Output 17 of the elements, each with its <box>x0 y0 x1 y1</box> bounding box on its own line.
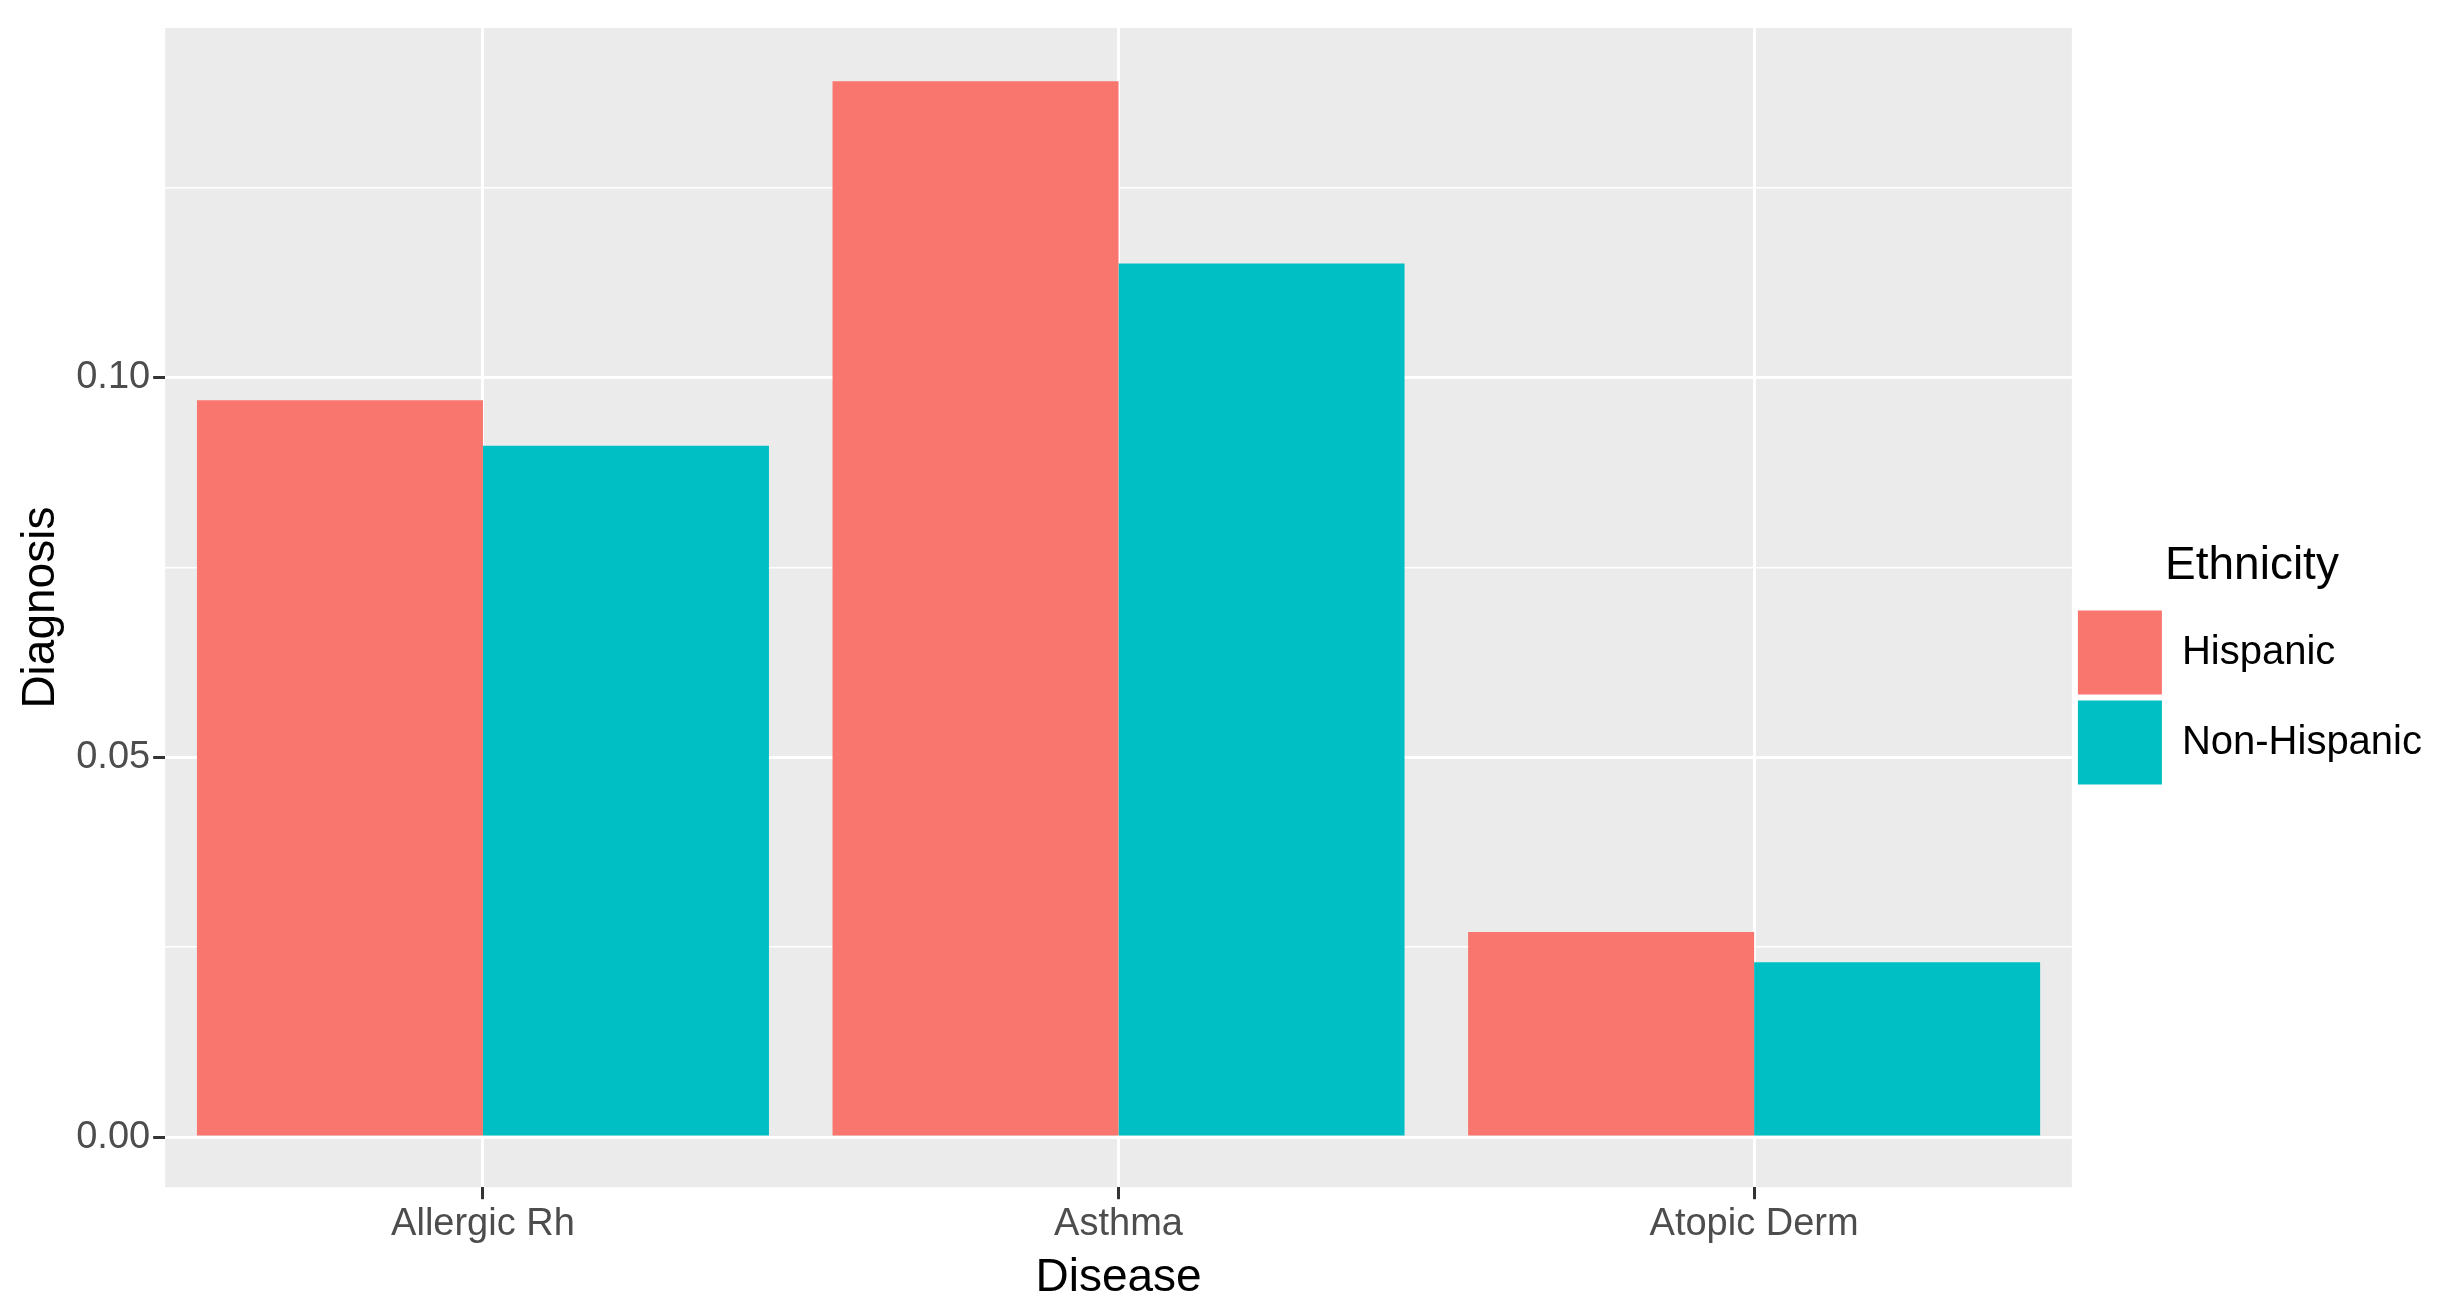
bar <box>1118 263 1405 1136</box>
legend-label: Non-Hispanic <box>2181 717 2423 762</box>
x-tick-label: Atopic Derm <box>1649 1201 1859 1244</box>
legend-label: Hispanic <box>2181 627 2336 672</box>
y-tick-label: 0.10 <box>76 353 151 396</box>
bar <box>832 81 1119 1136</box>
bar <box>1754 962 2041 1136</box>
x-tick-label: Asthma <box>1054 1201 1184 1244</box>
bar <box>482 445 769 1136</box>
y-axis-title: Diagnosis <box>12 506 65 709</box>
x-tick-label: Allergic Rh <box>391 1201 575 1244</box>
bar <box>196 400 483 1136</box>
legend-title: Ethnicity <box>2165 537 2339 590</box>
y-tick-label: 0.00 <box>76 1113 151 1156</box>
y-tick-label: 0.05 <box>76 733 151 776</box>
x-axis-title: Disease <box>1035 1249 1202 1302</box>
bar <box>1468 931 1755 1136</box>
